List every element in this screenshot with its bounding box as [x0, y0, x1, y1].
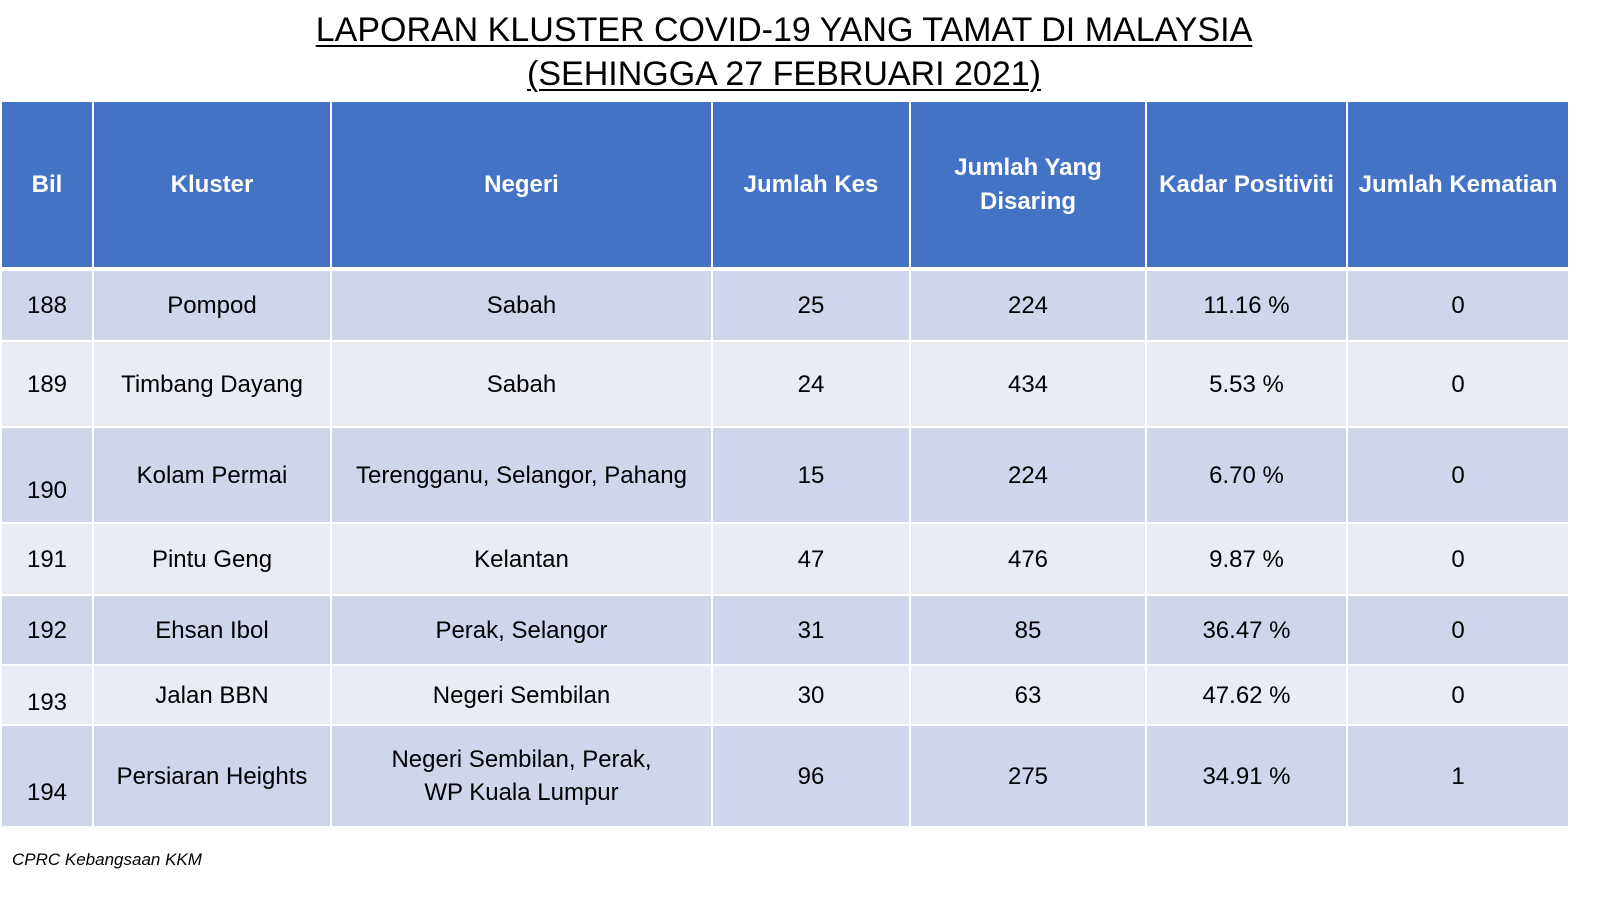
- cell-kluster: Pompod: [92, 268, 332, 342]
- cell-jumlah-kematian: 0: [1346, 664, 1570, 726]
- cell-bil: 194: [0, 724, 94, 828]
- report-title: LAPORAN KLUSTER COVID-19 YANG TAMAT DI M…: [0, 8, 1568, 96]
- cell-jumlah-disaring: 476: [909, 522, 1147, 596]
- cell-kluster: Timbang Dayang: [92, 340, 332, 428]
- cell-jumlah-kes: 47: [711, 522, 911, 596]
- cell-negeri: Terengganu, Selangor, Pahang: [330, 426, 713, 524]
- header-negeri: Negeri: [330, 100, 713, 270]
- cell-kadar-positiviti: 34.91 %: [1145, 724, 1348, 828]
- cell-negeri: Negeri Sembilan, Perak, WP Kuala Lumpur: [330, 724, 713, 828]
- cell-kluster: Kolam Permai: [92, 426, 332, 524]
- cell-jumlah-kes: 31: [711, 594, 911, 666]
- header-bil: Bil: [0, 100, 94, 270]
- cell-negeri-line-2: WP Kuala Lumpur: [424, 779, 619, 806]
- header-jumlah-kes: Jumlah Kes: [711, 100, 911, 270]
- cell-bil: 193: [0, 664, 94, 726]
- cell-kadar-positiviti: 9.87 %: [1145, 522, 1348, 596]
- cell-jumlah-disaring: 224: [909, 268, 1147, 342]
- title-line-1: LAPORAN KLUSTER COVID-19 YANG TAMAT DI M…: [315, 11, 1253, 49]
- cluster-table: Bil Kluster Negeri Jumlah Kes Jumlah Yan…: [0, 100, 1570, 828]
- table-row: 190 Kolam Permai Terengganu, Selangor, P…: [0, 426, 1570, 524]
- cell-kluster: Persiaran Heights: [92, 724, 332, 828]
- header-kluster: Kluster: [92, 100, 332, 270]
- cell-jumlah-kematian: 0: [1346, 340, 1570, 428]
- cell-bil: 190: [0, 426, 94, 524]
- table-row: 194 Persiaran Heights Negeri Sembilan, P…: [0, 724, 1570, 828]
- cell-negeri: Perak, Selangor: [330, 594, 713, 666]
- title-line-2: (SEHINGGA 27 FEBRUARI 2021): [527, 55, 1041, 93]
- cell-jumlah-disaring: 275: [909, 724, 1147, 828]
- cell-jumlah-disaring: 85: [909, 594, 1147, 666]
- cell-bil: 191: [0, 522, 94, 596]
- source-footer: CPRC Kebangsaan KKM: [12, 850, 202, 869]
- cell-jumlah-kematian: 0: [1346, 594, 1570, 666]
- cell-jumlah-kes: 24: [711, 340, 911, 428]
- cell-jumlah-disaring: 63: [909, 664, 1147, 726]
- cell-jumlah-kematian: 0: [1346, 522, 1570, 596]
- cell-jumlah-kematian: 0: [1346, 426, 1570, 524]
- cell-negeri: Negeri Sembilan: [330, 664, 713, 726]
- cell-jumlah-kematian: 1: [1346, 724, 1570, 828]
- cell-kadar-positiviti: 11.16 %: [1145, 268, 1348, 342]
- cell-negeri-line-1: Negeri Sembilan, Perak,: [391, 746, 652, 773]
- cell-negeri: Kelantan: [330, 522, 713, 596]
- cell-jumlah-kematian: 0: [1346, 268, 1570, 342]
- cell-negeri: Sabah: [330, 268, 713, 342]
- cell-jumlah-kes: 25: [711, 268, 911, 342]
- cell-kluster: Pintu Geng: [92, 522, 332, 596]
- cell-jumlah-kes: 96: [711, 724, 911, 828]
- cell-bil: 189: [0, 340, 94, 428]
- cell-kadar-positiviti: 5.53 %: [1145, 340, 1348, 428]
- cell-jumlah-kes: 30: [711, 664, 911, 726]
- cell-kadar-positiviti: 6.70 %: [1145, 426, 1348, 524]
- cell-negeri: Sabah: [330, 340, 713, 428]
- header-kadar-positiviti: Kadar Positiviti: [1145, 100, 1348, 270]
- cell-kluster: Jalan BBN: [92, 664, 332, 726]
- cell-kadar-positiviti: 36.47 %: [1145, 594, 1348, 666]
- cell-bil: 192: [0, 594, 94, 666]
- cell-bil: 188: [0, 268, 94, 342]
- cell-kadar-positiviti: 47.62 %: [1145, 664, 1348, 726]
- header-jumlah-kematian: Jumlah Kematian: [1346, 100, 1570, 270]
- header-jumlah-disaring: Jumlah Yang Disaring: [909, 100, 1147, 270]
- table-row: 189 Timbang Dayang Sabah 24 434 5.53 % 0: [0, 340, 1570, 428]
- table-row: 188 Pompod Sabah 25 224 11.16 % 0: [0, 268, 1570, 342]
- cell-kluster: Ehsan Ibol: [92, 594, 332, 666]
- table-header-row: Bil Kluster Negeri Jumlah Kes Jumlah Yan…: [0, 100, 1570, 270]
- table-row: 193 Jalan BBN Negeri Sembilan 30 63 47.6…: [0, 664, 1570, 726]
- cell-jumlah-disaring: 224: [909, 426, 1147, 524]
- table-row: 192 Ehsan Ibol Perak, Selangor 31 85 36.…: [0, 594, 1570, 666]
- cell-jumlah-disaring: 434: [909, 340, 1147, 428]
- table-row: 191 Pintu Geng Kelantan 47 476 9.87 % 0: [0, 522, 1570, 596]
- cell-jumlah-kes: 15: [711, 426, 911, 524]
